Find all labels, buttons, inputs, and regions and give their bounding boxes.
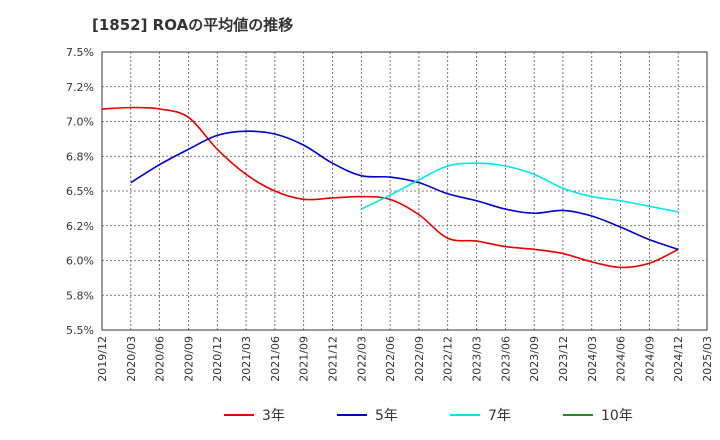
legend-label-2: 5年 [375,408,398,424]
y-tick-label: 6.5% [66,185,94,198]
legend-label-1: 3年 [262,408,285,424]
x-tick-label: 2024/03 [586,336,599,382]
plot-area [101,51,708,331]
x-tick-label: 2022/06 [384,336,397,382]
x-tick-label: 2019/12 [96,336,109,382]
x-axis-ticks: 2019/12 2020/03 2020/06 2020/09 2020/12 2021/… [96,336,714,382]
chart-title: [1852] ROAの平均値の推移 [92,16,294,34]
y-axis-ticks: 5.5% 5.8% 6.0% 6.2% 6.5% 6.8% 7.0% 7.2% 7.5% [66,46,94,337]
series-line-2 [130,130,679,251]
y-tick-label: 7.5% [66,46,94,59]
legend-label-3: 7年 [488,408,511,424]
series-line-1 [101,106,679,269]
y-tick-label: 7.0% [66,116,94,129]
x-tick-label: 2020/06 [154,336,167,382]
x-tick-label: 2022/03 [355,336,368,382]
x-tick-label: 2022/09 [413,336,426,382]
x-tick-label: 2024/12 [672,336,685,382]
x-tick-label: 2022/12 [442,336,455,382]
x-tick-label: 2023/03 [471,336,484,382]
x-tick-label: 2020/12 [211,336,224,382]
y-tick-label: 6.8% [66,150,94,163]
x-tick-label: 2025/03 [701,336,714,382]
legend: 3年 5年 7年 10年 [224,408,633,424]
series-line-3 [360,162,679,213]
y-tick-label: 5.8% [66,289,94,302]
y-tick-label: 7.2% [66,81,94,94]
x-tick-label: 2020/09 [182,336,195,382]
y-tick-label: 6.0% [66,255,94,268]
x-tick-label: 2024/09 [643,336,656,382]
x-tick-label: 2021/06 [269,336,282,382]
series-lines [101,106,679,269]
x-tick-label: 2023/09 [528,336,541,382]
y-tick-label: 6.2% [66,220,94,233]
legend-label-4: 10年 [601,408,633,424]
x-tick-label: 2021/09 [298,336,311,382]
grid-lines [102,52,707,330]
x-tick-label: 2023/12 [557,336,570,382]
x-tick-label: 2024/06 [615,336,628,382]
x-tick-label: 2020/03 [125,336,138,382]
x-tick-label: 2021/03 [240,336,253,382]
x-tick-label: 2023/06 [499,336,512,382]
x-tick-label: 2021/12 [326,336,339,382]
y-tick-label: 5.5% [66,324,94,337]
